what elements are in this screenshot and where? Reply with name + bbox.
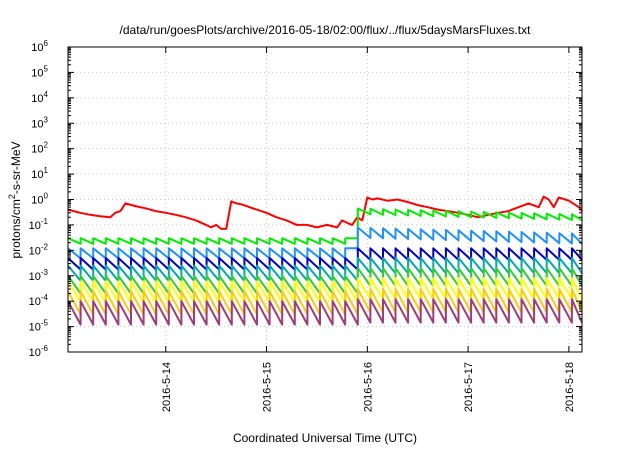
y-axis-label-sup: 2: [7, 194, 17, 199]
y-tick-label: 10-1: [29, 217, 49, 232]
y-axis-label-prefix: protons/cm: [9, 199, 23, 258]
y-tick-label: 105: [31, 64, 48, 79]
x-tick-label: 2016-5-15: [262, 362, 274, 412]
x-tick-label: 2016-5-18: [564, 362, 576, 412]
y-tick-label: 100: [31, 192, 48, 207]
series-line-0: [67, 195, 583, 230]
y-axis-label: protons/cm2-s-sr-MeV: [7, 141, 23, 258]
x-tick-label: 2016-5-16: [362, 362, 374, 412]
series-line-4: [67, 257, 583, 282]
x-tick-label: 2016-5-14: [161, 362, 173, 412]
y-tick-label: 10-6: [29, 344, 49, 359]
y-tick-label: 101: [31, 166, 48, 181]
y-tick-label: 104: [31, 90, 48, 105]
y-tick-label: 102: [31, 141, 48, 156]
y-tick-label: 106: [31, 39, 48, 54]
y-tick-label: 10-4: [29, 293, 49, 308]
series-line-3: [67, 247, 583, 271]
x-axis-label: Coordinated Universal Time (UTC): [233, 431, 417, 445]
series-line-8: [67, 298, 583, 326]
chart-title: /data/run/goesPlots/archive/2016-05-18/0…: [120, 23, 532, 37]
series-line-2: [67, 226, 583, 260]
y-axis-label-suffix: -s-sr-MeV: [9, 141, 23, 194]
series-line-1: [67, 207, 583, 245]
y-axis-ticks: 10-6 10-5 10-4 10-3 10-2 10-1 100 101 102 103 104 1…: [29, 39, 582, 359]
x-axis-ticks: 2016-5-14 2016-5-15 2016-5-16 2016-5-17 2016…: [161, 47, 576, 412]
y-tick-label: 10-5: [29, 319, 49, 334]
y-tick-label: 10-2: [29, 242, 49, 257]
y-tick-label: 103: [31, 115, 48, 130]
x-tick-label: 2016-5-17: [463, 362, 475, 412]
series-layer: [67, 195, 583, 326]
y-tick-label: 10-3: [29, 268, 49, 283]
